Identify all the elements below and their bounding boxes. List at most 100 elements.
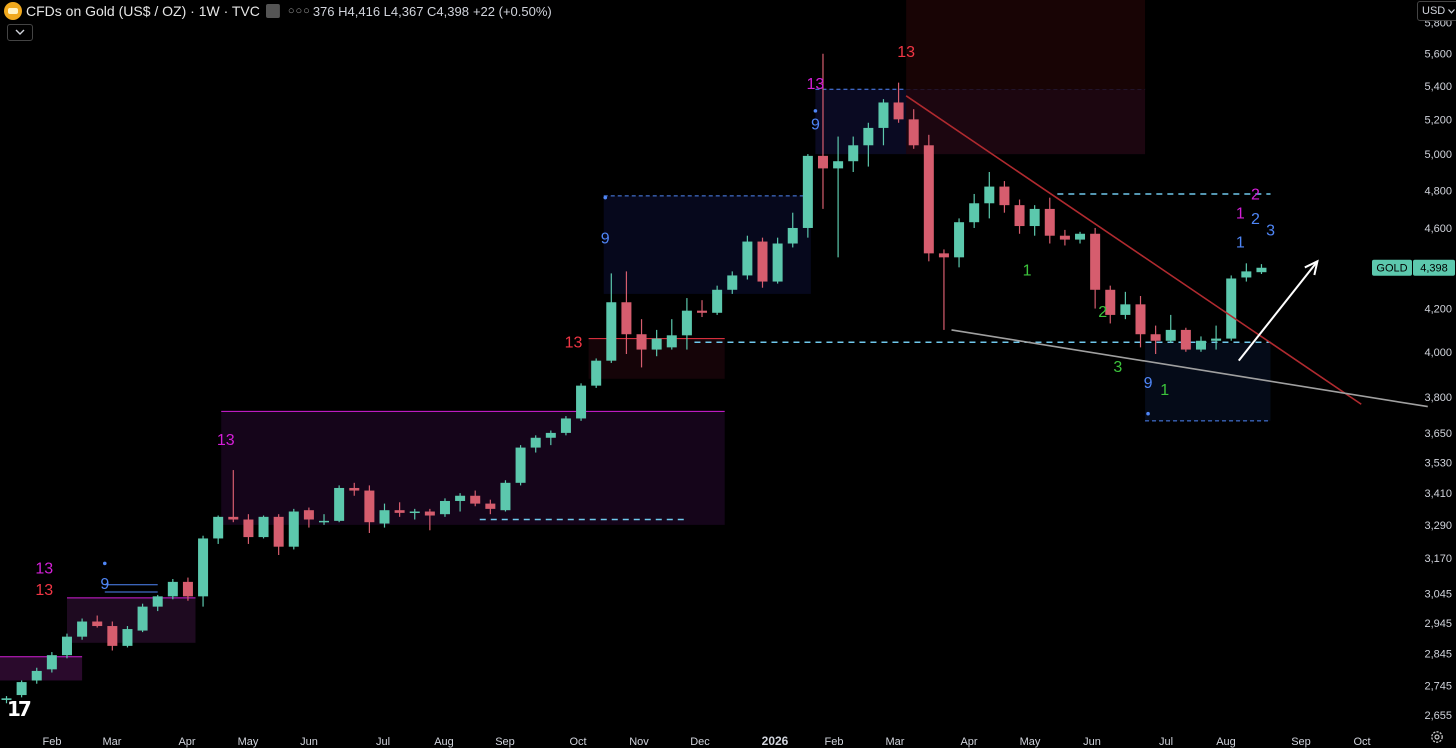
candle-body	[833, 161, 844, 169]
currency-selector[interactable]: USD	[1417, 1, 1456, 21]
candle	[61, 633, 72, 659]
candle-body	[31, 670, 42, 681]
symbol-title[interactable]: CFDs on Gold (US$ / OZ) · 1W · TVC	[26, 3, 260, 19]
candle	[122, 626, 133, 648]
candle-body	[1059, 235, 1070, 240]
candle-body	[1044, 208, 1055, 236]
x-tick-label: Aug	[434, 736, 454, 748]
candle	[500, 480, 511, 512]
currency-label: USD	[1422, 5, 1446, 17]
candle-body	[122, 629, 133, 646]
y-tick-label: 3,410	[1424, 488, 1452, 500]
td-count-label: 3	[1266, 223, 1275, 240]
candle-body	[77, 621, 88, 637]
candle	[757, 237, 768, 288]
y-tick-label: 4,200	[1424, 304, 1452, 316]
td-count-label: 13	[807, 76, 825, 93]
candle	[152, 594, 163, 612]
y-tick-label: 5,000	[1424, 149, 1452, 161]
candle-body	[878, 102, 889, 128]
candle-body	[152, 596, 163, 607]
chevron-down-icon	[1448, 8, 1456, 14]
candle-body	[485, 503, 496, 509]
candle	[666, 319, 677, 350]
candle	[243, 514, 254, 544]
candle-body	[470, 495, 481, 504]
candle-body	[560, 418, 571, 433]
candle	[334, 485, 345, 523]
candle	[1075, 231, 1086, 244]
candle	[1226, 275, 1237, 341]
td-count-label: 1	[1236, 234, 1245, 251]
candle-body	[893, 102, 904, 120]
candle	[182, 577, 193, 601]
more-dots-icon[interactable]: ○○○	[287, 5, 311, 17]
td-count-label: 13	[35, 560, 53, 577]
x-tick-label: Dec	[690, 736, 710, 748]
x-tick-label: Feb	[43, 736, 62, 748]
chart-header: CFDs on Gold (US$ / OZ) · 1W · TVC ○○○ 3…	[0, 0, 558, 22]
candle	[1014, 199, 1025, 234]
candle-body	[228, 516, 239, 520]
y-tick-label: 2,845	[1424, 649, 1452, 661]
candle	[167, 579, 178, 600]
candle-body	[1256, 267, 1267, 273]
candle	[273, 514, 284, 556]
candle	[833, 136, 844, 258]
candle	[379, 503, 390, 528]
td-count-label: 13	[35, 582, 53, 599]
candle	[288, 508, 299, 550]
tradingview-logo[interactable]: 17	[7, 697, 32, 721]
candle	[817, 53, 828, 209]
candle	[999, 181, 1010, 213]
td-count-label: 9	[1144, 375, 1153, 392]
td-count-label: 13	[897, 44, 915, 61]
candle-body	[545, 432, 556, 438]
candle	[863, 122, 874, 167]
td-count-label: 9	[100, 576, 109, 593]
candle-body	[424, 511, 435, 516]
candle-body	[938, 253, 949, 258]
candle-body	[1075, 233, 1086, 240]
td-dot	[603, 195, 608, 200]
candle-body	[697, 310, 708, 313]
td-dot	[102, 561, 107, 566]
candle	[515, 445, 526, 486]
x-tick-label: Mar	[103, 736, 122, 748]
candle-body	[742, 241, 753, 276]
candle	[1165, 314, 1176, 343]
candle-body	[1029, 208, 1040, 227]
x-tick-label: Sep	[1291, 736, 1311, 748]
price-tag-symbol	[1372, 259, 1412, 276]
collapse-legend-button[interactable]	[7, 24, 33, 41]
candle-body	[802, 155, 813, 228]
td-dot	[813, 109, 818, 113]
td-count-label: 1	[1160, 382, 1169, 399]
y-tick-label: 2,655	[1424, 710, 1452, 722]
x-tick-label: Feb	[825, 736, 844, 748]
gear-icon[interactable]	[1430, 730, 1444, 744]
x-tick-label: Mar	[886, 736, 905, 748]
candle	[485, 499, 496, 515]
candle-body	[1211, 338, 1222, 341]
gold-coin-icon	[4, 2, 22, 20]
candle	[455, 493, 466, 512]
candle-body	[636, 334, 647, 350]
candle	[1180, 327, 1191, 352]
td-zone	[1145, 342, 1271, 421]
candle-body	[258, 516, 269, 538]
candle	[31, 667, 42, 684]
candle-body	[817, 155, 828, 169]
y-tick-label: 4,800	[1424, 185, 1452, 197]
x-tick-label: Apr	[960, 736, 977, 748]
td-count-label: 9	[811, 117, 820, 134]
price-tag-value	[1413, 259, 1455, 276]
candle-body	[908, 119, 919, 146]
candle	[303, 507, 314, 528]
candle	[530, 435, 541, 453]
candle-body	[923, 145, 934, 254]
candle	[349, 482, 360, 496]
candle	[1029, 205, 1040, 236]
x-tick-label: Jun	[300, 736, 318, 748]
